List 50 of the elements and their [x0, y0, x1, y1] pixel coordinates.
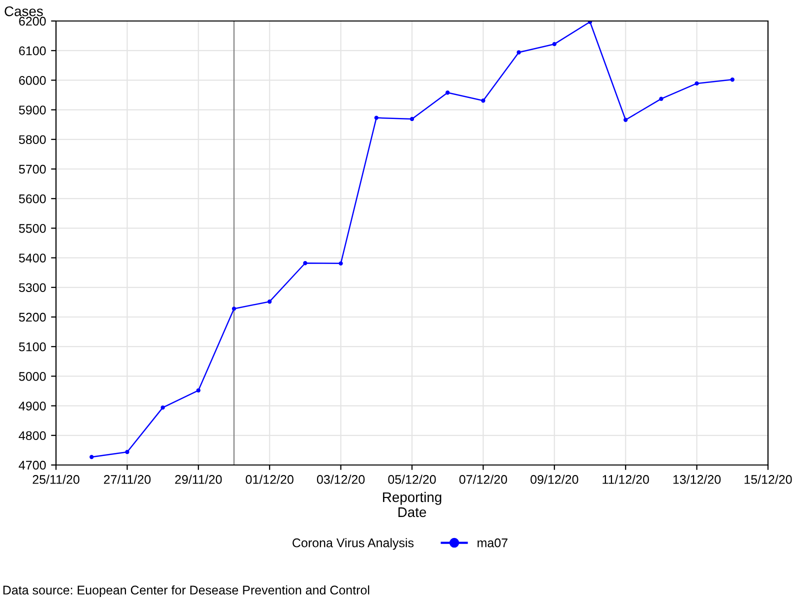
point: [410, 116, 414, 122]
point: [160, 405, 165, 410]
point: [90, 454, 94, 460]
y-tick-label: 4800: [18, 431, 46, 440]
y-tick-label: 4700: [18, 460, 46, 470]
point: [481, 98, 486, 103]
x-tick-label: 11/12/20: [602, 474, 649, 484]
x-tick-label: 01/12/20: [246, 474, 294, 484]
x-tick-label: 13/12/20: [673, 474, 721, 484]
point: [125, 450, 130, 454]
y-tick-label: 5500: [18, 224, 46, 233]
legend-title: Corona Virus Analysis: [292, 538, 414, 550]
point: [338, 261, 343, 266]
y-tick-label: 5000: [18, 372, 46, 381]
point: [730, 78, 734, 82]
y-axis-title: Cases: [4, 6, 43, 16]
point: [694, 81, 699, 86]
x-tick-label: 27/11/20: [104, 474, 151, 484]
source-note: Data source: Euopean Center for Desease Prevention and Control: [3, 585, 370, 597]
y-tick-label: 4900: [18, 402, 46, 410]
point: [624, 118, 628, 122]
x-tick-label: 05/12/20: [388, 474, 436, 484]
y-tick-label: 5600: [18, 194, 46, 204]
point: [446, 90, 450, 95]
y-tick-label: 6000: [19, 76, 46, 85]
y-tick-label: 5900: [18, 106, 46, 114]
y-tick-label: 6200: [19, 16, 46, 26]
y-tick-label: 5300: [18, 283, 46, 292]
y-tick-label: 5200: [18, 312, 46, 322]
point: [659, 96, 664, 101]
y-tick-label: 5800: [18, 135, 46, 144]
point: [516, 50, 521, 54]
y-tick-label: 6100: [19, 46, 46, 56]
point: [303, 261, 308, 266]
y-tick-label: 5400: [18, 254, 46, 262]
point: [196, 388, 200, 392]
x-tick-label: 29/11/20: [175, 474, 222, 484]
point: [374, 116, 378, 120]
point: [268, 300, 272, 304]
y-tick-label: 5100: [18, 342, 46, 352]
point: [552, 42, 556, 46]
x-tick-label: 15/12/20: [744, 474, 792, 484]
x-axis-title: Reporting Date: [383, 492, 442, 518]
point: [232, 306, 236, 311]
legend-label: ma07: [478, 538, 508, 548]
y-tick-label: 5700: [18, 164, 46, 174]
x-tick-label: 25/11/20: [32, 474, 80, 484]
x-tick-label: 09/12/20: [530, 474, 578, 484]
x-tick-label: 07/12/20: [459, 474, 508, 484]
x-tick-label: 03/12/20: [316, 474, 365, 484]
